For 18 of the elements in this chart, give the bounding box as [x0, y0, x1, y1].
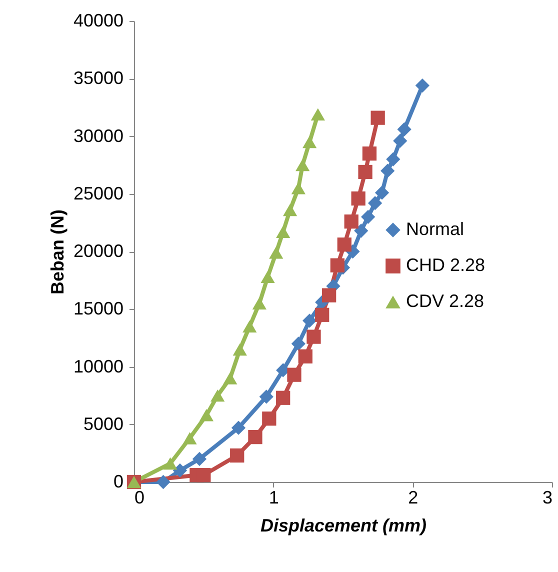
x-tick-label: 0 [134, 488, 145, 508]
legend-label: CDV 2.28 [406, 291, 484, 311]
y-tick-label: 20000 [73, 241, 124, 261]
y-axis-title: Beban (N) [47, 209, 68, 294]
y-tick-label: 15000 [73, 298, 124, 319]
y-tick-label: 0 [113, 472, 124, 492]
x-tick-label: 1 [268, 488, 279, 508]
y-tick-label: 25000 [73, 183, 124, 204]
y-tick-label: 30000 [73, 126, 124, 146]
x-tick-label: 2 [408, 488, 418, 508]
legend-label: CHD 2.28 [406, 255, 486, 275]
x-tick-label: 3 [542, 488, 552, 508]
y-tick-label: 35000 [73, 68, 124, 88]
legend-label: Normal [406, 219, 464, 239]
x-axis-title: Displacement (mm) [260, 516, 427, 536]
y-tick-label: 5000 [83, 414, 124, 434]
y-tick-label: 10000 [73, 356, 124, 376]
y-tick-label: 40000 [73, 10, 124, 30]
